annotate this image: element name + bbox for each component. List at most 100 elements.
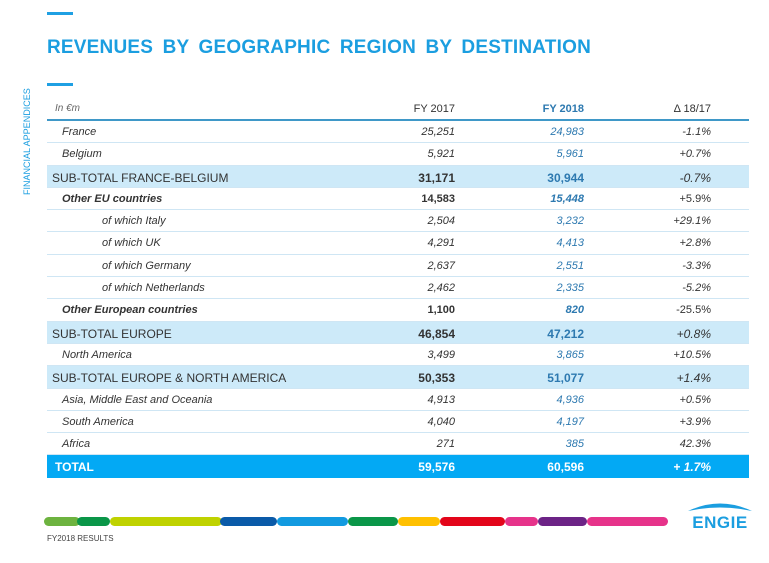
table-row: of which UK 4,291 4,413 +2.8% — [47, 232, 749, 255]
fy2017-value: 4,291 — [427, 237, 455, 250]
delta-value: +5.9% — [679, 192, 712, 205]
svg-text:ENGIE: ENGIE — [692, 513, 747, 532]
section-label: FINANCIAL APPENDICES — [22, 88, 32, 195]
fy2018-value: 3,232 — [556, 215, 584, 228]
row-label: Other EU countries — [62, 192, 163, 205]
fy2017-value: 2,462 — [427, 282, 455, 295]
fy2018-value: 4,197 — [556, 415, 584, 428]
fy2017-value: 14,583 — [421, 192, 455, 205]
fy2018-header: FY 2018 — [542, 103, 584, 115]
delta-value: +0.7% — [679, 148, 712, 161]
fy2018-value: 51,077 — [547, 371, 584, 386]
color-segment — [220, 517, 277, 526]
row-label: of which Netherlands — [102, 282, 205, 295]
row-label: Africa — [62, 438, 91, 451]
color-segment — [538, 517, 587, 526]
delta-value: +3.9% — [679, 415, 712, 428]
delta-value: -5.2% — [682, 282, 711, 295]
delta-value: 42.3% — [679, 438, 711, 451]
brand-color-bar — [44, 517, 668, 526]
fy2017-value: 2,504 — [427, 215, 455, 228]
fy2018-value: 4,413 — [556, 237, 584, 250]
row-label: North America — [62, 348, 132, 361]
row-label: SUB-TOTAL EUROPE & NORTH AMERICA — [52, 371, 287, 386]
table-row: South America 4,040 4,197 +3.9% — [47, 411, 749, 434]
table-row: of which Germany 2,637 2,551 -3.3% — [47, 255, 749, 278]
color-segment — [277, 517, 348, 526]
delta-value: -0.7% — [679, 170, 711, 185]
fy2018-value: 24,983 — [550, 126, 584, 138]
row-label: SUB-TOTAL EUROPE — [52, 326, 172, 341]
table-row: of which Netherlands 2,462 2,335 -5.2% — [47, 277, 749, 300]
footer-text: FY2018 RESULTS — [47, 534, 114, 543]
row-label: SUB-TOTAL FRANCE-BELGIUM — [52, 170, 229, 185]
fy2017-value: 25,251 — [421, 126, 455, 138]
row-label: Belgium — [62, 148, 102, 161]
row-label: of which UK — [102, 237, 161, 250]
engie-logo: ENGIE — [688, 503, 752, 532]
table-row: of which Italy 2,504 3,232 +29.1% — [47, 210, 749, 233]
delta-value: -25.5% — [676, 304, 711, 317]
color-segment — [110, 517, 222, 526]
color-segment — [77, 517, 110, 526]
subtotal-row: SUB-TOTAL EUROPE & NORTH AMERICA 50,353 51… — [47, 366, 749, 389]
color-segment — [440, 517, 505, 526]
color-segment — [348, 517, 398, 526]
color-segment — [44, 517, 80, 526]
page-title: REVENUES BY GEOGRAPHIC REGION BY DESTINA… — [47, 37, 591, 58]
table-row: North America 3,499 3,865 +10.5% — [47, 344, 749, 367]
color-segment — [505, 517, 538, 526]
revenue-table: In €m FY 2017 FY 2018 Δ 18/17 France 25,2… — [47, 98, 749, 478]
fy2017-value: 4,913 — [427, 393, 455, 406]
delta-value: -1.1% — [682, 126, 711, 138]
fy2017-value: 59,576 — [418, 460, 455, 475]
row-label: of which Italy — [102, 215, 166, 228]
fy2017-value: 2,637 — [427, 259, 455, 272]
row-label: France — [62, 126, 97, 138]
row-label: South America — [62, 415, 134, 428]
fy2018-value: 2,335 — [556, 282, 584, 295]
fy2017-value: 31,171 — [418, 170, 455, 185]
table-row: Africa 271 385 42.3% — [47, 433, 749, 456]
delta-header: Δ 18/17 — [673, 103, 711, 115]
fy2018-value: 47,212 — [547, 326, 584, 341]
row-label: Asia, Middle East and Oceania — [62, 393, 213, 406]
table-row: Asia, Middle East and Oceania 4,913 4,936 +… — [47, 389, 749, 411]
fy2017-value: 3,499 — [427, 348, 455, 361]
fy2017-value: 4,040 — [427, 415, 455, 428]
table-row: Belgium 5,921 5,961 +0.7% — [47, 143, 749, 166]
fy2018-value: 385 — [565, 438, 584, 451]
fy2018-value: 30,944 — [547, 170, 584, 185]
subtotal-row: SUB-TOTAL FRANCE-BELGIUM 31,171 30,944 -0.7… — [47, 165, 749, 188]
fy2018-value: 60,596 — [547, 460, 584, 475]
table-row: Other European countries 1,100 820 -25.5% — [47, 299, 749, 322]
row-label: TOTAL — [55, 460, 94, 475]
color-segment — [587, 517, 668, 526]
delta-value: +2.8% — [679, 237, 712, 250]
fy2017-value: 50,353 — [418, 371, 455, 386]
delta-value: -3.3% — [682, 259, 711, 272]
unit-header: In €m — [55, 103, 81, 114]
fy2018-value: 3,865 — [556, 348, 584, 361]
table-row: France 25,251 24,983 -1.1% — [47, 121, 749, 144]
fy2017-value: 1,100 — [427, 304, 455, 317]
fy2017-value: 46,854 — [418, 326, 455, 341]
fy2018-value: 4,936 — [556, 393, 584, 406]
table-row: Other EU countries 14,583 15,448 +5.9% — [47, 188, 749, 211]
fy2018-value: 15,448 — [550, 192, 584, 205]
row-label: Other European countries — [62, 304, 198, 317]
color-segment — [398, 517, 440, 526]
table-header: In €m FY 2017 FY 2018 Δ 18/17 — [47, 98, 749, 121]
fy2017-header: FY 2017 — [413, 103, 455, 115]
delta-value: +10.5% — [673, 348, 711, 361]
fy2017-value: 5,921 — [427, 148, 455, 161]
fy2017-value: 271 — [436, 438, 455, 451]
fy2018-value: 5,961 — [556, 148, 584, 161]
delta-value: +0.8% — [676, 326, 711, 341]
fy2018-value: 2,551 — [556, 259, 584, 272]
delta-value: + 1.7% — [673, 460, 711, 475]
delta-value: +0.5% — [679, 393, 712, 406]
total-row: TOTAL 59,576 60,596 + 1.7% — [47, 455, 749, 478]
title-dash-top — [47, 12, 73, 15]
